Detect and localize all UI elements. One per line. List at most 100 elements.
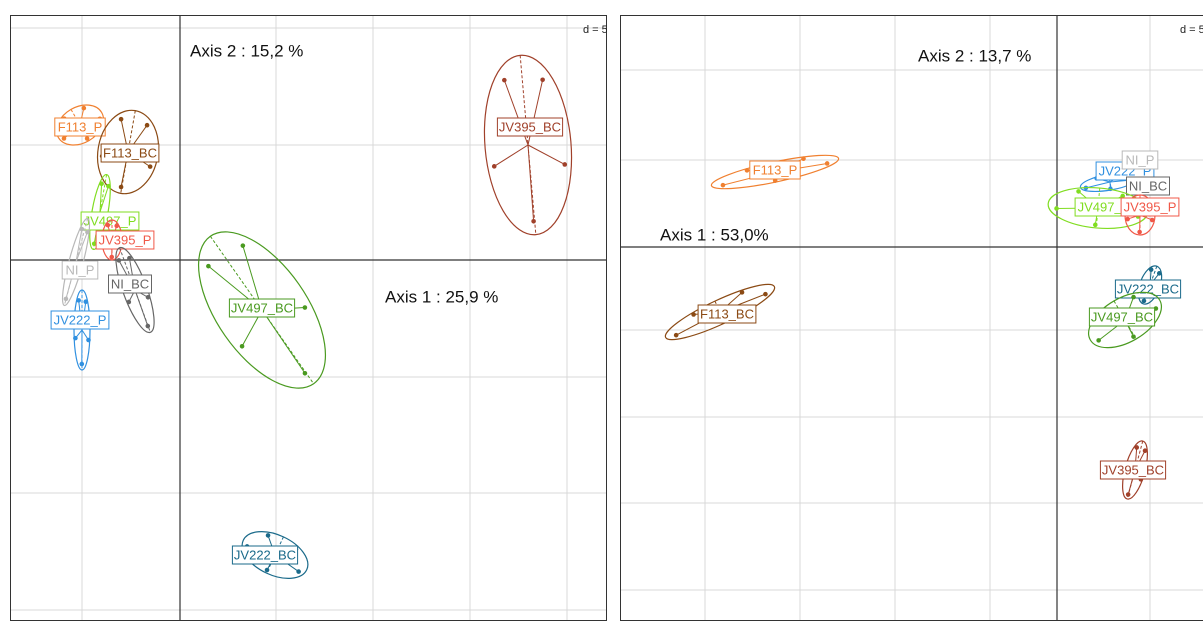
panel-right: d = 5 Axis 2 : 13,7 % Axis 1 : 53,0% F113_P…: [620, 15, 1203, 621]
point: [84, 136, 90, 141]
point: [239, 343, 245, 349]
point: [763, 291, 768, 297]
point: [739, 290, 745, 295]
star-line: [261, 309, 306, 374]
point: [1096, 338, 1101, 343]
point: [1076, 189, 1081, 194]
group-label: F113_P: [753, 162, 798, 177]
point: [1142, 448, 1148, 454]
point: [145, 323, 151, 329]
point: [91, 241, 97, 247]
group-label: JV395_BC: [1102, 462, 1164, 477]
point: [83, 299, 89, 305]
point: [540, 77, 545, 83]
group-label-box: [749, 160, 801, 180]
group-label: F113_BC: [700, 306, 754, 321]
point: [1141, 298, 1147, 304]
group-label: NI_P: [1126, 152, 1155, 167]
group-label-box: [100, 143, 160, 163]
point: [296, 569, 301, 574]
point: [801, 156, 806, 162]
group-label: JV222_BC: [234, 547, 296, 562]
group-label-box: [496, 117, 564, 137]
group-label: NI_BC: [1129, 178, 1167, 193]
point: [744, 168, 750, 173]
group-label-box: [1126, 176, 1170, 196]
point: [491, 164, 497, 169]
star-line: [75, 231, 88, 263]
point: [1125, 216, 1130, 222]
point: [1149, 217, 1155, 223]
group-label-box: [1121, 150, 1159, 170]
point: [1131, 334, 1136, 339]
point: [1134, 445, 1140, 450]
point: [720, 182, 726, 188]
star-line: [134, 289, 149, 327]
group-label: NI_BC: [111, 276, 149, 291]
axis-label: Axis 1 : 53,0%: [660, 225, 769, 244]
point: [106, 183, 111, 189]
group-label: JV395_P: [1124, 199, 1177, 214]
group-label-box: [61, 260, 99, 280]
group-label-box: [697, 304, 757, 324]
group-label-box: [231, 545, 299, 565]
point: [1131, 294, 1136, 300]
point: [105, 222, 111, 228]
point: [265, 533, 271, 538]
point: [302, 370, 308, 376]
scale-label: d = 5: [583, 24, 608, 36]
group-label: F113_BC: [103, 145, 157, 160]
point: [118, 184, 124, 190]
group-label-box: [1088, 307, 1156, 327]
point: [673, 332, 679, 338]
point: [1148, 267, 1154, 272]
star-line: [99, 183, 103, 213]
point: [302, 305, 308, 310]
star-line: [1085, 181, 1111, 189]
point: [562, 162, 568, 167]
group-label-box: [228, 298, 296, 318]
point: [145, 294, 151, 300]
point: [1125, 492, 1131, 497]
point: [531, 218, 536, 224]
point: [144, 122, 150, 128]
point: [85, 229, 90, 235]
group-label: JV222_P: [54, 312, 107, 327]
group-label: JV497_BC: [231, 300, 293, 315]
group-label: JV395_BC: [499, 119, 561, 134]
point: [114, 223, 120, 229]
group-label: JV222_BC: [1117, 281, 1179, 296]
point: [61, 136, 67, 141]
point: [76, 298, 81, 303]
point: [502, 77, 507, 83]
group-label-box: [50, 310, 110, 330]
point: [824, 161, 830, 166]
point: [81, 105, 87, 111]
group-label-box: [108, 274, 152, 294]
group-label: JV497_P: [1078, 199, 1131, 214]
point: [79, 226, 85, 232]
group-label: F113_P: [58, 119, 103, 134]
point: [206, 263, 211, 269]
axis-label: Axis 1 : 25,9 %: [385, 287, 498, 306]
point: [147, 164, 153, 169]
group-label-box: [1120, 197, 1180, 217]
star-line: [527, 144, 535, 222]
scale-label: d = 5: [1180, 24, 1203, 36]
point: [1092, 222, 1098, 228]
group-label-box: [1099, 460, 1167, 480]
axis-label: Axis 2 : 15,2 %: [190, 41, 303, 60]
group-label: JV395_P: [99, 232, 152, 247]
point: [1120, 193, 1126, 199]
panel-left: d = 5 Axis 2 : 15,2 % Axis 1 : 25,9 % F113_…: [10, 15, 608, 621]
group-label: JV497_BC: [1091, 309, 1153, 324]
point: [127, 255, 132, 261]
group-label: NI_P: [66, 262, 95, 277]
point: [1137, 229, 1142, 235]
point: [126, 299, 132, 305]
star-line: [99, 186, 109, 213]
point: [86, 337, 91, 343]
point: [118, 116, 124, 122]
point: [1156, 271, 1162, 276]
